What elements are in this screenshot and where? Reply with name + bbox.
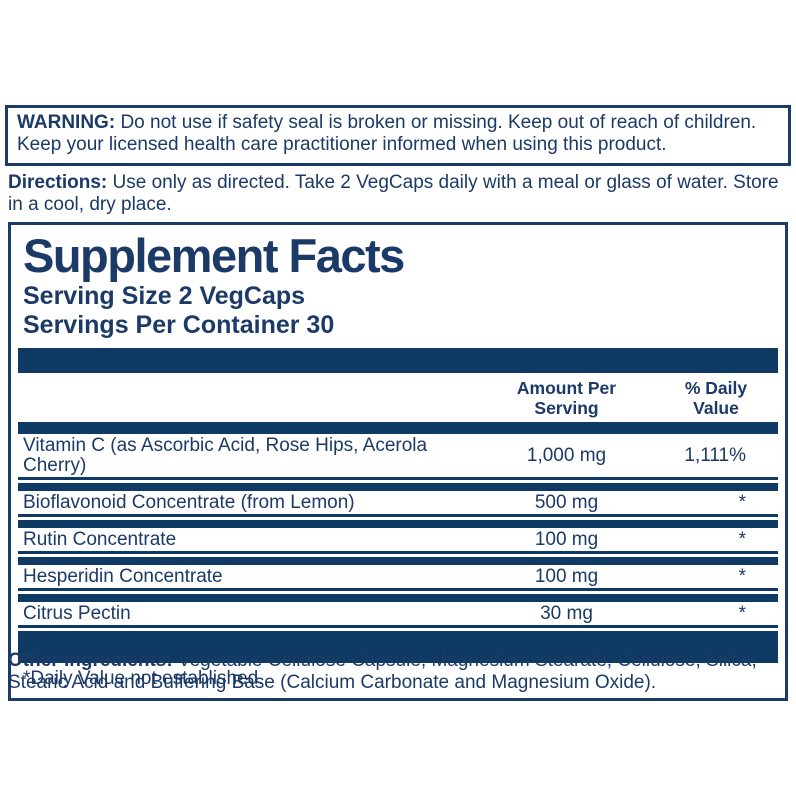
divider-bar-bottom: [18, 631, 778, 663]
directions-paragraph: Directions: Use only as directed. Take 2…: [8, 172, 788, 216]
table-header-row: Amount Per Serving % Daily Value: [18, 373, 778, 422]
daily-value-footnote: *Daily Value not established.: [23, 668, 264, 689]
serving-size: Serving Size 2 VegCaps: [23, 282, 306, 310]
nutrient-daily-value: 1,111%: [684, 445, 746, 466]
table-row: Bioflavonoid Concentrate (from Lemon) 50…: [18, 491, 778, 517]
nutrient-amount: 100 mg: [534, 566, 599, 587]
other-ingredients-label: Other Ingredients:: [8, 650, 173, 671]
nutrient-daily-value: *: [738, 529, 746, 550]
row-separator: [18, 483, 778, 491]
divider-bar-header: [18, 422, 778, 434]
nutrient-name: Vitamin C (as Ascorbic Acid, Rose Hips, …: [23, 435, 428, 476]
warning-label: WARNING:: [17, 112, 116, 133]
table-row: Rutin Concentrate 100 mg *: [18, 528, 778, 554]
row-separator: [18, 520, 778, 528]
nutrient-amount: 500 mg: [534, 492, 599, 513]
table-row: Hesperidin Concentrate 100 mg *: [18, 565, 778, 591]
divider-bar-top: [18, 348, 778, 373]
servings-per-container: Servings Per Container 30: [23, 311, 335, 339]
other-ingredients-paragraph: Other Ingredients: Vegetable Cellulose C…: [8, 650, 790, 694]
nutrient-name: Rutin Concentrate: [23, 529, 177, 550]
directions-label: Directions:: [8, 172, 108, 193]
nutrient-amount: 100 mg: [534, 529, 599, 550]
nutrient-daily-value: *: [738, 492, 746, 513]
column-header-daily-value: % Daily Value: [684, 378, 748, 418]
row-separator: [18, 594, 778, 602]
nutrient-name: Bioflavonoid Concentrate (from Lemon): [23, 492, 355, 513]
nutrient-name: Citrus Pectin: [23, 603, 131, 624]
warning-text: Do not use if safety seal is broken or m…: [17, 112, 757, 155]
other-ingredients-text: Vegetable Cellulose Capsule, Magnesium S…: [8, 650, 757, 693]
row-separator: [18, 557, 778, 565]
nutrient-daily-value: *: [738, 566, 746, 587]
directions-text: Use only as directed. Take 2 VegCaps dai…: [8, 172, 779, 215]
table-row: Citrus Pectin 30 mg *: [18, 602, 778, 628]
warning-box: WARNING: Do not use if safety seal is br…: [5, 105, 791, 166]
supplement-facts-panel: Supplement Facts Serving Size 2 VegCaps …: [8, 222, 788, 701]
nutrient-daily-value: *: [738, 603, 746, 624]
nutrient-amount: 30 mg: [540, 603, 593, 624]
nutrient-amount: 1,000 mg: [526, 445, 607, 466]
nutrient-name: Hesperidin Concentrate: [23, 566, 223, 587]
column-header-amount: Amount Per Serving: [516, 378, 617, 418]
table-row: Vitamin C (as Ascorbic Acid, Rose Hips, …: [18, 434, 778, 480]
supplement-facts-title: Supplement Facts: [23, 229, 405, 282]
